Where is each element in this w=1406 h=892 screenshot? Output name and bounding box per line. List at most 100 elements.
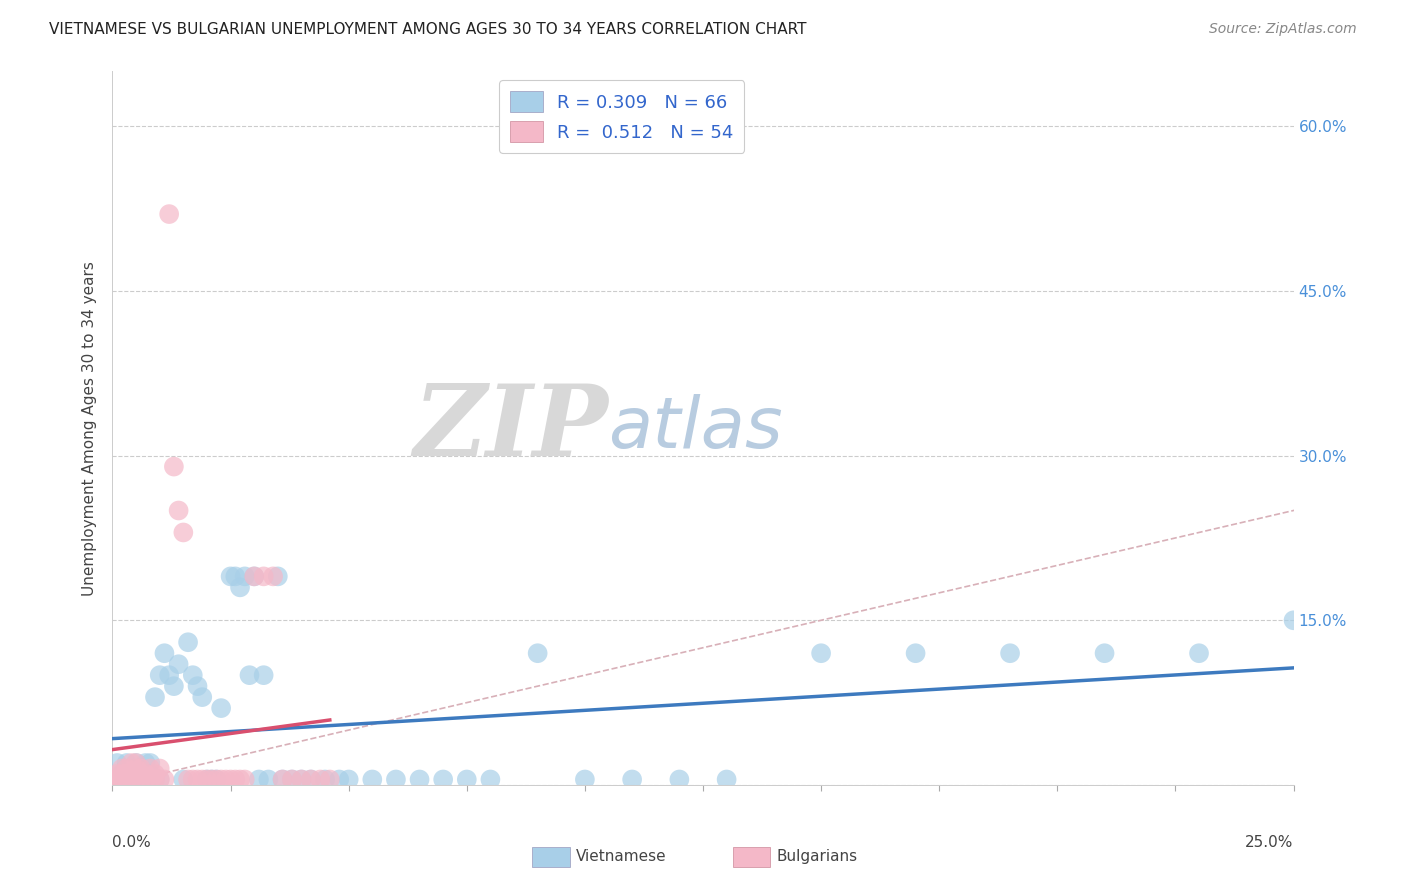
Point bbox=[125, 756, 148, 770]
Point bbox=[177, 772, 200, 787]
Point bbox=[243, 569, 266, 583]
Point bbox=[186, 679, 208, 693]
Point bbox=[229, 772, 252, 787]
Point bbox=[233, 772, 256, 787]
Point bbox=[143, 690, 166, 705]
Point bbox=[143, 772, 166, 787]
Point bbox=[163, 459, 186, 474]
Point bbox=[125, 772, 148, 787]
Point bbox=[186, 772, 208, 787]
Point bbox=[129, 767, 152, 781]
Point bbox=[129, 772, 152, 787]
Point bbox=[105, 767, 128, 781]
Point bbox=[479, 772, 502, 787]
Point bbox=[115, 767, 138, 781]
Point bbox=[361, 772, 384, 787]
Point bbox=[177, 635, 200, 649]
Point bbox=[157, 668, 180, 682]
Point bbox=[143, 772, 166, 787]
Point bbox=[290, 772, 312, 787]
Text: atlas: atlas bbox=[609, 393, 783, 463]
Point bbox=[195, 772, 218, 787]
Point bbox=[163, 679, 186, 693]
Point bbox=[181, 772, 204, 787]
Point bbox=[299, 772, 322, 787]
Point bbox=[120, 772, 142, 787]
Point bbox=[172, 525, 194, 540]
Point bbox=[125, 762, 148, 776]
Point bbox=[243, 569, 266, 583]
Point bbox=[262, 569, 284, 583]
Y-axis label: Unemployment Among Ages 30 to 34 years: Unemployment Among Ages 30 to 34 years bbox=[82, 260, 97, 596]
Point bbox=[456, 772, 478, 787]
Point bbox=[432, 772, 454, 787]
Point bbox=[129, 767, 152, 781]
Point bbox=[139, 762, 162, 776]
Point bbox=[111, 772, 134, 787]
Point bbox=[149, 772, 172, 787]
Point bbox=[526, 646, 548, 660]
Point bbox=[149, 772, 172, 787]
Point bbox=[111, 767, 134, 781]
Point bbox=[129, 772, 152, 787]
Point bbox=[105, 772, 128, 787]
Point bbox=[120, 762, 142, 776]
Point bbox=[120, 756, 142, 770]
Point bbox=[253, 668, 276, 682]
Point bbox=[229, 580, 252, 594]
Point bbox=[181, 668, 204, 682]
Text: 25.0%: 25.0% bbox=[1246, 835, 1294, 850]
Point bbox=[621, 772, 644, 787]
Point bbox=[195, 772, 218, 787]
Point bbox=[201, 772, 224, 787]
Text: 0.0%: 0.0% bbox=[112, 835, 152, 850]
Point bbox=[810, 646, 832, 660]
Point bbox=[149, 668, 172, 682]
Point bbox=[281, 772, 304, 787]
Point bbox=[120, 767, 142, 781]
Point bbox=[309, 772, 332, 787]
Point bbox=[271, 772, 294, 787]
Point bbox=[115, 756, 138, 770]
Point bbox=[299, 772, 322, 787]
FancyBboxPatch shape bbox=[531, 847, 569, 867]
Point bbox=[191, 772, 214, 787]
FancyBboxPatch shape bbox=[733, 847, 770, 867]
Point bbox=[998, 646, 1021, 660]
Point bbox=[238, 668, 260, 682]
Point bbox=[125, 756, 148, 770]
Point bbox=[209, 701, 232, 715]
Text: VIETNAMESE VS BULGARIAN UNEMPLOYMENT AMONG AGES 30 TO 34 YEARS CORRELATION CHART: VIETNAMESE VS BULGARIAN UNEMPLOYMENT AMO… bbox=[49, 22, 807, 37]
Point bbox=[253, 569, 276, 583]
Point bbox=[314, 772, 336, 787]
Point bbox=[224, 569, 246, 583]
Point bbox=[337, 772, 360, 787]
Point bbox=[111, 767, 134, 781]
Point bbox=[143, 767, 166, 781]
Point bbox=[105, 756, 128, 770]
Point bbox=[167, 657, 190, 672]
Point bbox=[191, 690, 214, 705]
Point bbox=[115, 772, 138, 787]
Point bbox=[125, 767, 148, 781]
Point bbox=[328, 772, 350, 787]
Point bbox=[209, 772, 232, 787]
Point bbox=[219, 569, 242, 583]
Point bbox=[135, 756, 157, 770]
Point bbox=[385, 772, 408, 787]
Point bbox=[125, 767, 148, 781]
Point bbox=[1188, 646, 1211, 660]
Text: Source: ZipAtlas.com: Source: ZipAtlas.com bbox=[1209, 22, 1357, 37]
Point bbox=[290, 772, 312, 787]
Text: ZIP: ZIP bbox=[413, 380, 609, 476]
Point bbox=[1282, 613, 1305, 627]
Point bbox=[153, 772, 176, 787]
Point bbox=[129, 762, 152, 776]
Point bbox=[574, 772, 596, 787]
Text: Vietnamese: Vietnamese bbox=[575, 849, 666, 863]
Point bbox=[149, 762, 172, 776]
Point bbox=[408, 772, 430, 787]
Point bbox=[224, 772, 246, 787]
Point bbox=[101, 772, 124, 787]
Point bbox=[668, 772, 690, 787]
